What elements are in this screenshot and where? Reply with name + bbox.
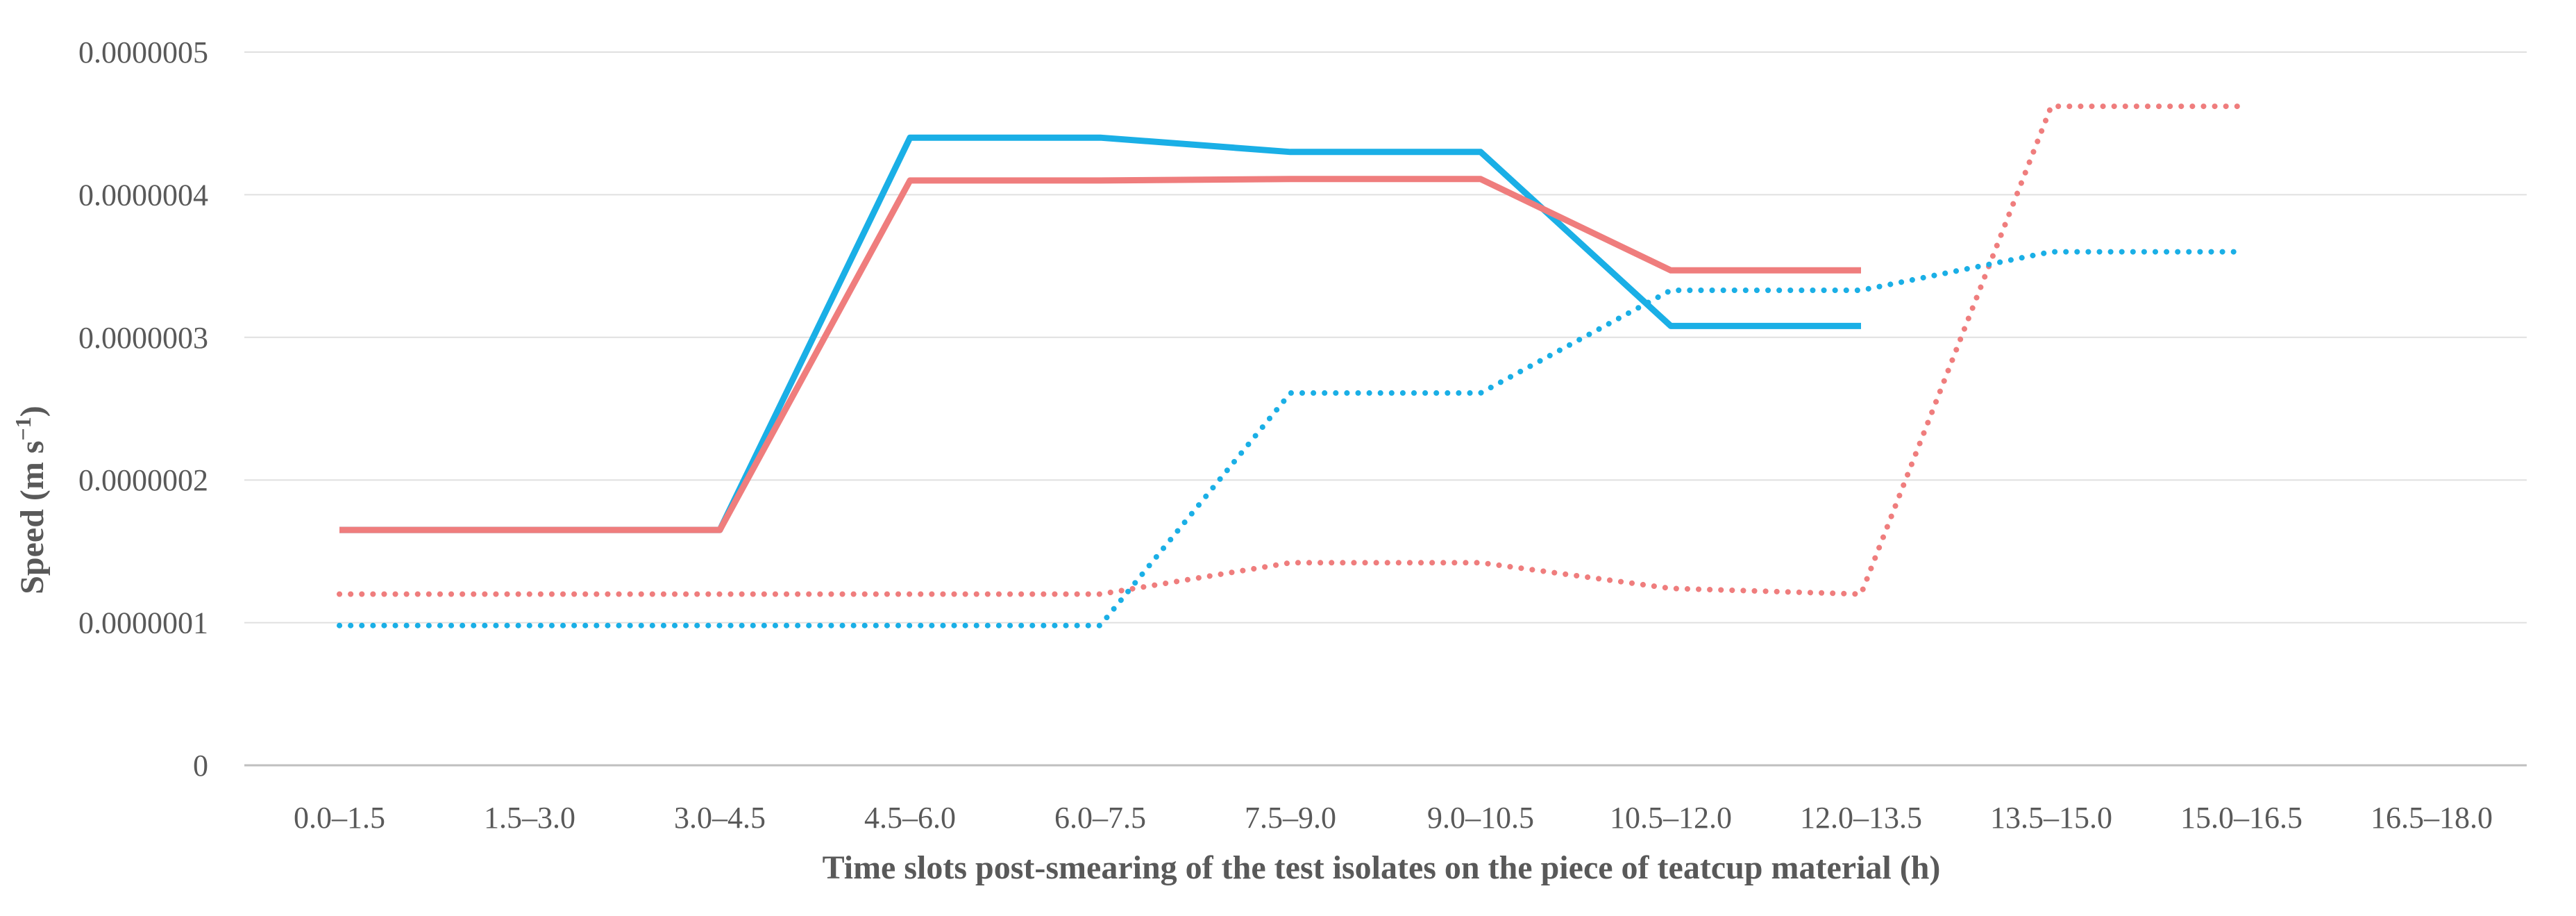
x-tick-labels: 0.0–1.5 1.5–3.0 3.0–4.5 4.5–6.0 6.0–7.5 7.5–9… xyxy=(294,801,2493,835)
y-tick-label: 0.0000001 xyxy=(78,606,208,640)
y-tick-labels: 0 0.0000001 0.0000002 0.0000003 0.0000004 0.0… xyxy=(78,35,208,783)
x-tick-label: 1.5–3.0 xyxy=(484,801,575,835)
y-axis-title-end: ) xyxy=(14,406,51,417)
series-line-red-dotted xyxy=(337,103,2244,597)
y-tick-label: 0.0000005 xyxy=(78,35,208,69)
x-tick-label: 6.0–7.5 xyxy=(1054,801,1146,835)
y-tick-label: 0 xyxy=(193,749,208,783)
x-tick-label: 16.5–18.0 xyxy=(2371,801,2493,835)
x-tick-label: 15.0–16.5 xyxy=(2180,801,2303,835)
y-tick-label: 0.0000002 xyxy=(78,463,208,497)
series-line-blue-solid xyxy=(339,134,1861,533)
series-line-red-solid xyxy=(339,176,1861,533)
x-tick-label: 4.5–6.0 xyxy=(864,801,956,835)
x-tick-label: 3.0–4.5 xyxy=(674,801,766,835)
x-tick-label: 0.0–1.5 xyxy=(294,801,385,835)
x-tick-label: 13.5–15.0 xyxy=(1990,801,2112,835)
y-tick-label: 0.0000003 xyxy=(78,321,208,355)
y-axis-title: Speed (m s−1) xyxy=(10,406,51,594)
y-axis-title-main: Speed (m s xyxy=(14,440,51,594)
gridlines xyxy=(244,51,2527,624)
y-tick-label: 0.0000004 xyxy=(78,178,208,212)
x-tick-label: 9.0–10.5 xyxy=(1427,801,1534,835)
x-tick-label: 7.5–9.0 xyxy=(1245,801,1336,835)
y-axis-title-superscript: −1 xyxy=(10,417,35,440)
series-line-blue-dotted xyxy=(337,249,2244,628)
series-lines xyxy=(337,103,2244,628)
x-tick-label: 10.5–12.0 xyxy=(1610,801,1732,835)
x-tick-label: 12.0–13.5 xyxy=(1800,801,1922,835)
x-axis-title: Time slots post-smearing of the test iso… xyxy=(823,849,1941,886)
